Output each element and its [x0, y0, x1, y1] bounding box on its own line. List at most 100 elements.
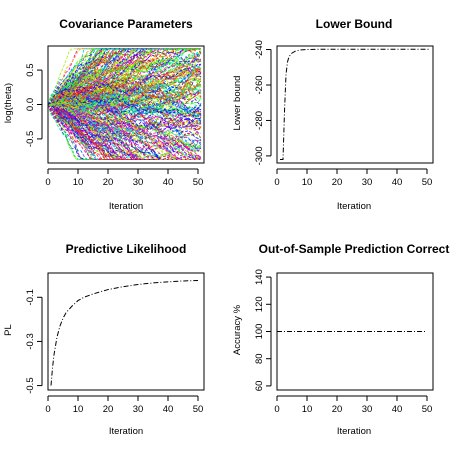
- trajectory-line: [47, 102, 202, 129]
- panel-title: Predictive Likelihood: [66, 242, 187, 256]
- plot-frame: [276, 45, 434, 164]
- trajectory-line: [47, 81, 202, 111]
- trajectory-line: [47, 80, 202, 107]
- panel-lower-bound: Lower Bound Iteration Lower bound 0 10 20 3…: [232, 17, 434, 212]
- trajectory-line: [47, 89, 202, 115]
- plot-frame: [276, 272, 434, 391]
- panel-covariance: Covariance Parameters Iteration log(thet…: [3, 17, 205, 212]
- x-tick-label: 20: [103, 404, 114, 415]
- x-tick-label: 40: [163, 177, 174, 188]
- trajectory-line: [47, 104, 201, 160]
- x-tick-label: 50: [422, 404, 433, 415]
- trajectory-line: [47, 104, 201, 160]
- x-tick-label: 0: [274, 404, 279, 415]
- y-tick-label: 80: [254, 353, 265, 364]
- y-tick-label: 0.0: [25, 98, 36, 111]
- trajectory-line: [47, 101, 202, 153]
- y-tick-label: -0.5: [25, 131, 36, 147]
- trajectory-line: [47, 48, 201, 110]
- panel-title: Out-of-Sample Prediction Correct: [259, 242, 450, 256]
- y-tick-label: -0.5: [25, 377, 36, 393]
- series-lines: [280, 48, 430, 160]
- y-tick-label: -260: [254, 75, 265, 94]
- trajectory-line: [47, 98, 201, 160]
- x-tick-label: 20: [103, 177, 114, 188]
- trajectory-line: [47, 48, 201, 110]
- panel-predictive-likelihood: Predictive Likelihood Iteration PL 0 10 20…: [3, 242, 205, 437]
- x-tick-label: 0: [45, 404, 50, 415]
- trajectory-line: [47, 64, 202, 108]
- series-line: [50, 280, 199, 386]
- trajectory-line: [47, 55, 202, 105]
- axes: 0 10 20 30 40 50 60 80 100 120 140: [254, 269, 434, 415]
- trajectory-line: [47, 102, 202, 148]
- trajectory-line: [47, 99, 202, 119]
- trajectory-line: [47, 104, 202, 160]
- trajectory-line: [47, 48, 201, 106]
- y-axis-label: log(theta): [3, 83, 14, 123]
- y-tick-label: 100: [254, 324, 265, 340]
- panel-title: Lower Bound: [316, 17, 393, 31]
- series-line: [280, 48, 430, 160]
- x-tick-label: 40: [392, 404, 403, 415]
- x-tick-label: 50: [422, 177, 433, 188]
- trajectory-line: [47, 98, 202, 155]
- trajectory-line: [47, 63, 202, 105]
- trajectory-line: [47, 48, 201, 107]
- y-axis-label: Lower bound: [232, 76, 243, 131]
- trajectory-line: [47, 48, 201, 115]
- y-tick-label: 0.5: [25, 63, 36, 76]
- x-tick-label: 10: [73, 404, 84, 415]
- trajectory-line: [47, 49, 202, 105]
- trajectory-line: [47, 102, 201, 160]
- x-axis-label: Iteration: [337, 426, 371, 437]
- y-tick-label: -280: [254, 111, 265, 130]
- x-axis-label: Iteration: [109, 201, 143, 212]
- trajectory-line: [47, 104, 202, 160]
- y-axis-label: PL: [3, 324, 14, 336]
- trajectory-line: [47, 48, 201, 107]
- axes: 0 10 20 30 40 50 -0.5 -0.3 -0.1: [25, 272, 205, 415]
- x-tick-label: 40: [163, 404, 174, 415]
- plot-frame: [47, 45, 205, 164]
- x-tick-label: 50: [193, 404, 204, 415]
- panel-out-of-sample: Out-of-Sample Prediction Correct Iterati…: [232, 242, 449, 437]
- x-tick-label: 10: [302, 177, 313, 188]
- y-tick-label: -0.3: [25, 333, 36, 349]
- panel-title: Covariance Parameters: [59, 17, 193, 31]
- trajectory-line: [47, 93, 202, 122]
- y-tick-label: -300: [254, 146, 265, 165]
- trajectory-line: [47, 69, 202, 111]
- trajectory-line: [47, 86, 202, 115]
- trajectory-line: [47, 51, 202, 105]
- y-tick-label: 60: [254, 381, 265, 392]
- trajectory-line: [47, 77, 202, 107]
- x-tick-label: 0: [45, 177, 50, 188]
- x-tick-label: 30: [133, 177, 144, 188]
- trajectory-line: [47, 104, 201, 161]
- y-axis-label: Accuracy %: [232, 304, 243, 355]
- trajectory-line: [47, 97, 202, 113]
- trajectory-line: [47, 48, 201, 105]
- x-tick-label: 30: [362, 404, 373, 415]
- x-axis-label: Iteration: [337, 201, 371, 212]
- trajectory-line: [47, 67, 202, 105]
- x-tick-label: 0: [274, 177, 279, 188]
- y-tick-label: 120: [254, 296, 265, 312]
- trajectory-line: [47, 99, 202, 160]
- trajectory-line: [47, 100, 202, 134]
- x-tick-label: 30: [362, 177, 373, 188]
- trajectory-line: [47, 69, 202, 109]
- x-axis-label: Iteration: [109, 426, 143, 437]
- trajectory-line: [47, 63, 202, 112]
- x-tick-label: 40: [392, 177, 403, 188]
- trajectory-line: [47, 96, 202, 118]
- series-lines: [50, 280, 199, 386]
- x-tick-label: 50: [193, 177, 204, 188]
- trajectory-line: [47, 104, 202, 161]
- plot-frame: [47, 272, 205, 391]
- trajectory-line: [47, 100, 202, 134]
- trajectory-line: [47, 102, 202, 132]
